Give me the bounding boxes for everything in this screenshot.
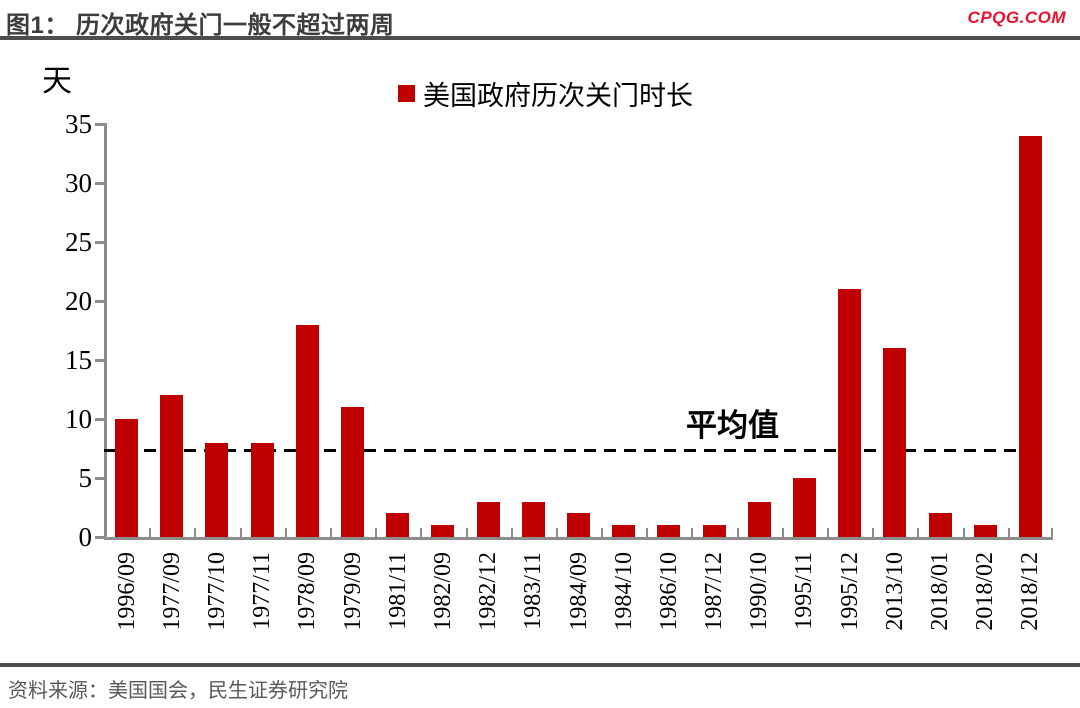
x-tick [646,528,649,537]
x-tick-label: 1977/09 [158,552,185,631]
x-tick [555,528,558,537]
bar-2018/01 [928,513,952,537]
x-tick-label: 2018/12 [1017,552,1044,631]
x-tick [827,528,830,537]
x-tick-label: 1983/11 [520,552,547,630]
x-tick-label: 1996/09 [113,552,140,631]
x-tick-label: 1981/11 [384,552,411,630]
x-tick [465,528,468,537]
average-dashed-line [104,449,1044,453]
x-tick-label: 1987/12 [701,552,728,631]
y-tick-label: 20 [65,286,92,316]
bar-1977/11 [250,442,274,537]
x-tick [510,528,513,537]
x-tick [917,528,920,537]
x-tick [239,528,242,537]
bar-1984/10 [612,525,636,537]
bar-1982/12 [476,501,500,537]
y-tick-label: 15 [65,345,92,375]
x-tick-label: 1977/10 [203,552,230,631]
bar-1983/11 [521,501,545,537]
x-tick [104,528,106,537]
x-tick-label: 1977/11 [249,552,276,630]
title-divider [0,36,1080,40]
y-tick [95,536,104,539]
y-tick [95,359,104,362]
bar-1995/11 [792,478,816,537]
x-tick-label: 1986/10 [655,552,682,631]
y-tick-label: 30 [65,168,92,198]
y-tick-label: 25 [65,227,92,257]
x-tick-label: 1995/12 [836,552,863,631]
bar-1995/12 [838,289,862,537]
legend-label: 美国政府历次关门时长 [423,81,693,111]
bar-2018/02 [973,525,997,537]
x-tick [1007,528,1010,537]
bar-1977/10 [205,442,229,537]
x-tick-label: 1978/09 [294,552,321,631]
x-tick-label: 1982/12 [475,552,502,631]
x-tick [736,528,739,537]
bar-2013/10 [883,348,907,537]
x-tick [194,528,197,537]
y-axis-tick-labels: 0 5 10 15 20 25 30 35 [28,109,93,552]
x-tick-label: 1995/11 [791,552,818,630]
x-tick [1051,528,1053,537]
x-tick [601,528,604,537]
bar-1979/09 [341,407,365,537]
x-tick [781,528,784,537]
y-axis-unit-label: 天 [42,65,72,98]
footer-divider [0,663,1080,667]
bar-1990/10 [747,501,771,537]
bar-1978/09 [295,324,319,537]
y-tick [95,418,104,421]
x-tick-label: 2018/01 [927,552,954,631]
y-tick-label: 10 [65,404,92,434]
x-tick-label: 1984/10 [610,552,637,631]
x-axis-tick-labels: 1996/09 1977/09 1977/10 1977/11 1978/09 1979/… [104,543,1053,668]
y-tick [95,241,104,244]
y-axis-line [104,123,107,540]
bar-1981/11 [386,513,410,537]
data-source: 资料来源：美国国会，民生证券研究院 [8,680,348,702]
y-tick-label: 5 [78,463,93,493]
x-tick-label: 1984/09 [565,552,592,631]
x-tick [149,528,152,537]
x-tick [375,528,378,537]
x-tick [420,528,423,537]
x-tick [872,528,875,537]
x-axis-line [104,537,1053,540]
average-line-label: 平均值 [686,408,779,444]
bar-1987/12 [702,525,726,537]
x-tick [329,528,332,537]
site-logo: CPQG.COM [967,8,1066,27]
x-tick [284,528,287,537]
y-tick-label: 35 [65,109,92,139]
bar-1977/09 [160,395,184,537]
y-tick [95,477,104,480]
bar-2018/12 [1018,135,1042,537]
x-tick [691,528,694,537]
x-tick [962,528,965,537]
x-tick-label: 1979/09 [339,552,366,631]
plot-area: 平均值 [95,123,1053,540]
bar-1982/09 [431,525,455,537]
figure-title: 图1： 历次政府关门一般不超过两周 [6,12,395,39]
x-tick-label: 2018/02 [972,552,999,631]
bar-1996/09 [115,419,139,537]
y-tick [95,123,104,126]
x-tick-label: 1982/09 [429,552,456,631]
y-tick-label: 0 [78,522,93,552]
y-tick [95,300,104,303]
x-tick-label: 2013/10 [881,552,908,631]
x-tick-label: 1990/10 [746,552,773,631]
y-tick [95,182,104,185]
bar-1986/10 [657,525,681,537]
chart-legend: 美国政府历次关门时长 [398,74,693,113]
legend-swatch-icon [398,85,415,102]
bar-1984/09 [567,513,590,537]
